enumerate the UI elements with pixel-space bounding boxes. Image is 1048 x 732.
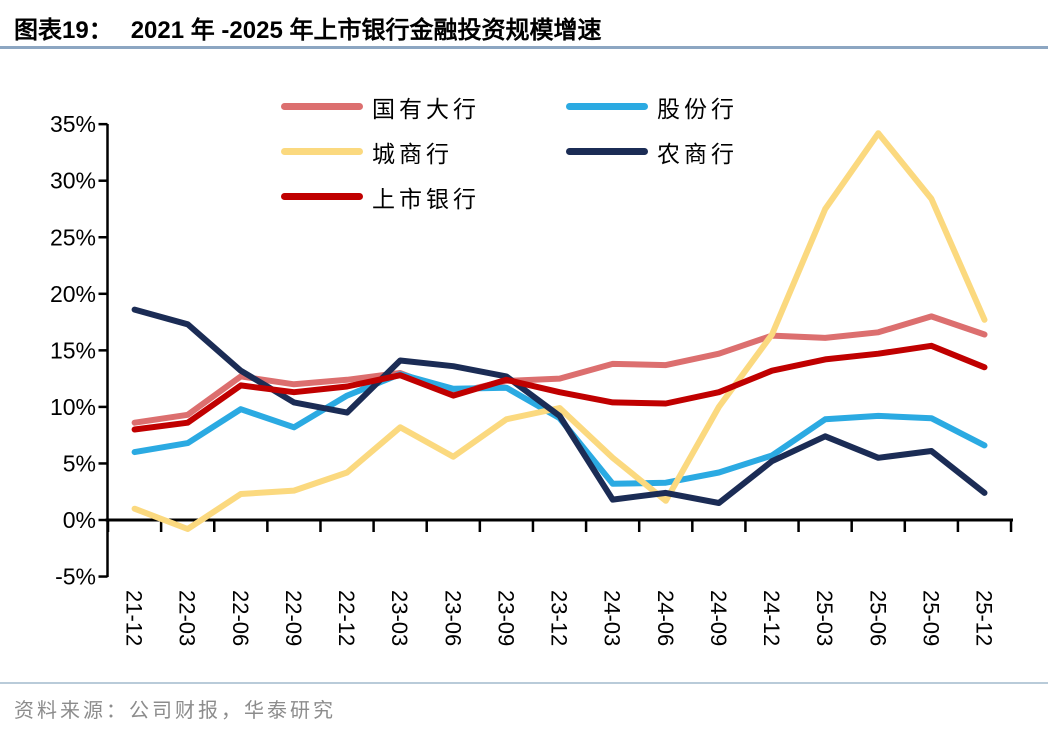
x-tick-label: 23-09 (493, 590, 518, 646)
x-tick-label: 21-12 (122, 590, 147, 646)
figure-title: 2021 年 -2025 年上市银行金融投资规模增速 (130, 17, 602, 44)
figure-title-row: 图表19： 2021 年 -2025 年上市银行金融投资规模增速 (14, 10, 1034, 45)
x-tick-label: 25-03 (812, 590, 837, 646)
legend-swatch-icon (566, 148, 648, 155)
series-line-0 (131, 313, 988, 426)
x-tick-label: 25-12 (972, 590, 997, 646)
x-tick-label: 25-06 (865, 590, 890, 646)
y-tick-label: 10% (50, 394, 96, 420)
y-tick-label: 35% (50, 111, 96, 137)
x-tick-label: 22-12 (334, 590, 359, 646)
legend-swatch-icon (281, 193, 363, 200)
y-tick-label: 0% (63, 507, 96, 533)
legend-item-0: 国有大行 (281, 84, 566, 129)
figure-number: 图表19： (14, 17, 113, 44)
legend-item-2: 城商行 (281, 129, 566, 174)
y-tick-label: -5% (55, 564, 96, 590)
x-tick-label: 22-03 (175, 590, 200, 646)
legend-label: 上市银行 (372, 186, 480, 212)
x-tick-label: 24-03 (600, 590, 625, 646)
x-tick-label: 25-09 (918, 590, 943, 646)
x-tick-label: 24-06 (653, 590, 678, 646)
y-tick-label: 30% (50, 168, 96, 194)
legend-label: 农商行 (657, 141, 738, 167)
legend-item-1: 股份行 (566, 84, 738, 129)
legend-item-4: 上市银行 (281, 174, 566, 219)
legend-swatch-icon (566, 103, 648, 110)
y-tick-label: 15% (50, 337, 96, 363)
legend-label: 国有大行 (372, 96, 480, 122)
y-tick-label: 25% (50, 224, 96, 250)
source-label: 资料来源： (14, 700, 129, 722)
x-tick-label: 24-12 (759, 590, 784, 646)
source-text: 公司财报，华泰研究 (129, 700, 336, 722)
x-tick-label: 24-09 (706, 590, 731, 646)
legend-swatch-icon (281, 103, 363, 110)
source-line: 资料来源：公司财报，华泰研究 (14, 694, 336, 723)
x-tick-label: 22-06 (228, 590, 253, 646)
legend-swatch-icon (281, 148, 363, 155)
x-tick-label: 23-06 (440, 590, 465, 646)
title-underline (0, 46, 1048, 49)
footer-divider (0, 682, 1048, 684)
x-tick-label: 22-09 (281, 590, 306, 646)
legend-label: 股份行 (657, 96, 738, 122)
y-tick-label: 20% (50, 281, 96, 307)
series-line-2 (131, 130, 988, 532)
legend-label: 城商行 (372, 141, 453, 167)
legend-item-3: 农商行 (566, 129, 738, 174)
chart-legend: 国有大行 股份行城商行 农商行上市银行 (281, 84, 738, 219)
series-line-4 (131, 342, 988, 433)
x-tick-label: 23-12 (547, 590, 572, 646)
x-tick-label: 23-03 (387, 590, 412, 646)
y-tick-label: 5% (63, 450, 96, 476)
